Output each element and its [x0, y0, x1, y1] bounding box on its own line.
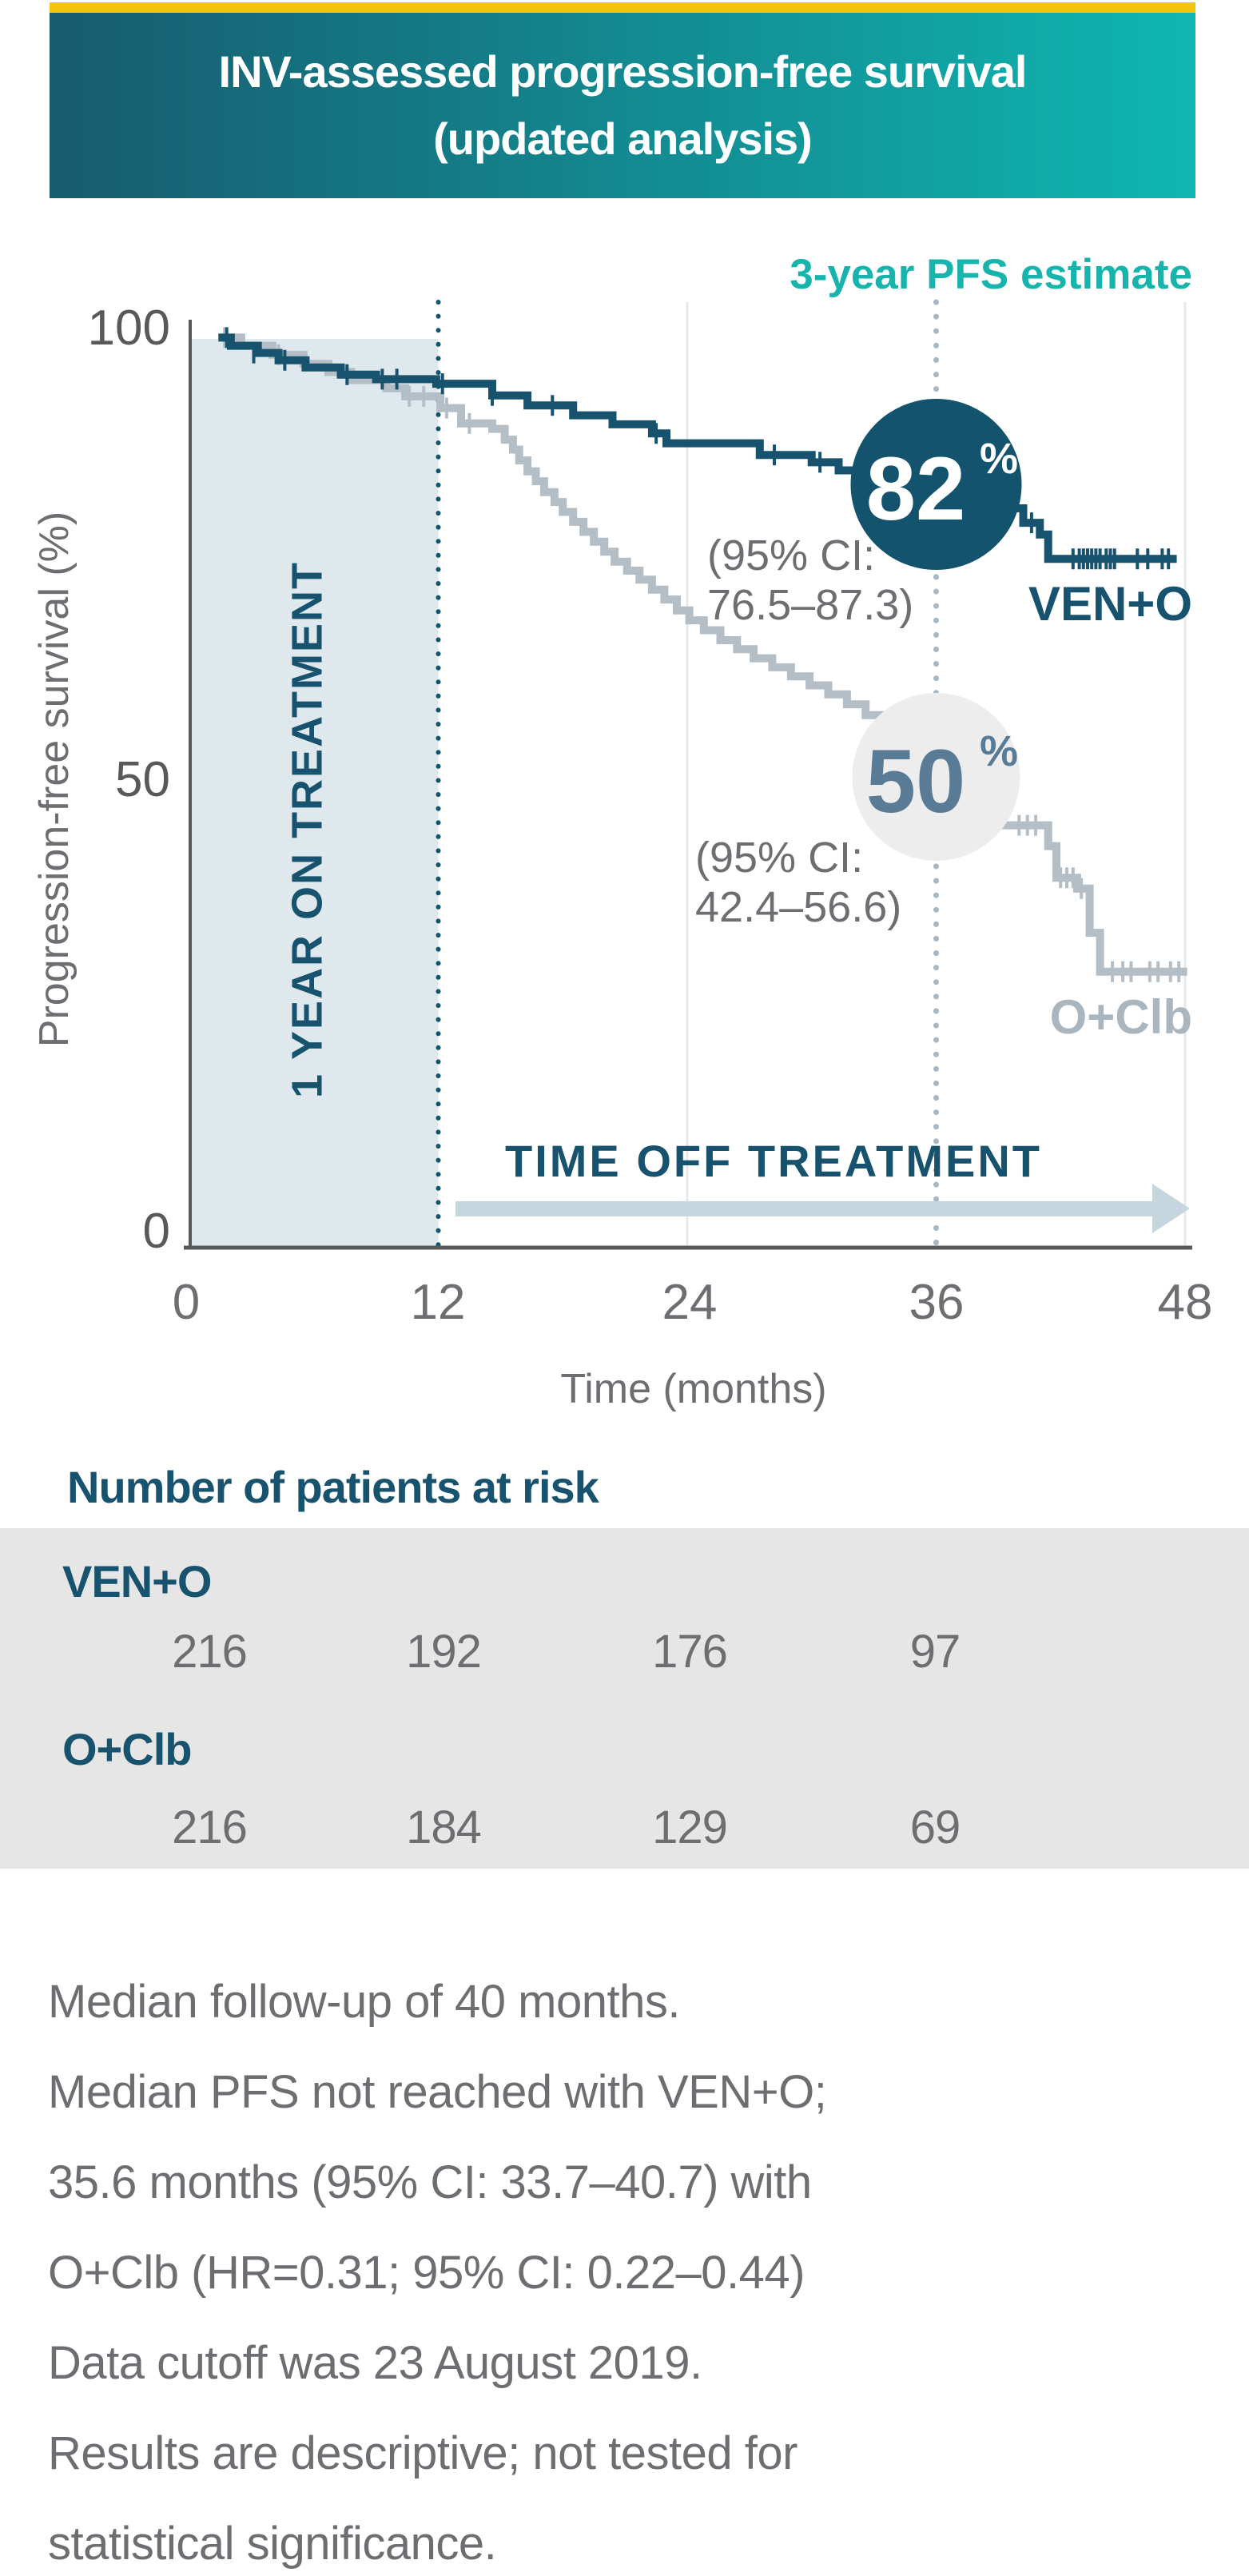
- y-tick-50: 50: [115, 752, 170, 807]
- o-clb-estimate-value: 50: [866, 731, 966, 831]
- footnote-line: Data cutoff was 23 August 2019.: [48, 2337, 702, 2389]
- risk-value-o-clb-12: 184: [406, 1802, 482, 1853]
- time-off-arrow-head: [1152, 1184, 1190, 1233]
- pfs-estimate-heading: 3-year PFS estimate: [790, 251, 1192, 298]
- footnote-line: Median PFS not reached with VEN+O;: [48, 2066, 827, 2118]
- footnote-line: Median follow-up of 40 months.: [48, 1976, 681, 2028]
- x-axis-label: Time (months): [560, 1366, 826, 1412]
- ven-o-estimate-circle: [850, 399, 1022, 570]
- o-clb-series-label: O+Clb: [1050, 990, 1192, 1044]
- y-axis-label: Progression-free survival (%): [31, 512, 78, 1047]
- footnote-line: O+Clb (HR=0.31; 95% CI: 0.22–0.44): [48, 2247, 805, 2299]
- banner-title-line1: INV-assessed progression-free survival: [218, 46, 1028, 97]
- title-banner: INV-assessed progression-free survival (…: [50, 13, 1195, 198]
- x-tick-12: 12: [411, 1275, 466, 1330]
- risk-value-ven-o-24: 176: [652, 1626, 728, 1678]
- ven-o-estimate-percent-sign: %: [980, 435, 1018, 483]
- km-chart: 1 YEAR ON TREATMENT TIME OFF TREATMENT 8…: [31, 251, 1213, 1412]
- risk-table-band: [0, 1528, 1249, 1869]
- risk-row-label-ven-o: VEN+O: [62, 1556, 212, 1607]
- footnotes-block: Median follow-up of 40 months. Median PF…: [48, 1957, 1215, 2576]
- y-tick-100: 100: [88, 301, 170, 356]
- risk-value-o-clb-24: 129: [652, 1802, 728, 1853]
- x-tick-24: 24: [662, 1275, 718, 1330]
- risk-table-title: Number of patients at risk: [67, 1462, 599, 1512]
- ven-o-ci-line2: 76.5–87.3): [707, 581, 913, 629]
- ven-o-ci-line1: (95% CI:: [707, 532, 875, 579]
- footnote-line: Results are descriptive; not tested for: [48, 2427, 798, 2479]
- banner-title-line2: (updated analysis): [433, 113, 813, 164]
- x-tick-0: 0: [173, 1275, 200, 1330]
- footnote-line: 35.6 months (95% CI: 33.7–40.7) with: [48, 2156, 812, 2208]
- risk-value-ven-o-0: 216: [172, 1626, 248, 1678]
- o-clb-estimate-circle: [852, 693, 1020, 861]
- risk-value-ven-o-36: 97: [909, 1626, 961, 1678]
- off-treatment-label: TIME OFF TREATMENT: [505, 1136, 1042, 1186]
- o-clb-ci-line1: (95% CI:: [695, 834, 863, 882]
- footnote-line: statistical significance.: [48, 2518, 497, 2570]
- risk-value-ven-o-12: 192: [406, 1626, 482, 1678]
- x-tick-48: 48: [1158, 1275, 1213, 1330]
- on-treatment-label: 1 YEAR ON TREATMENT: [283, 561, 331, 1098]
- risk-row-label-o-clb: O+Clb: [62, 1724, 192, 1774]
- risk-value-o-clb-36: 69: [909, 1802, 961, 1853]
- o-clb-estimate-percent-sign: %: [980, 727, 1018, 775]
- on-treatment-region: [192, 339, 439, 1247]
- ven-o-estimate-value: 82: [866, 439, 966, 539]
- x-tick-36: 36: [909, 1275, 965, 1330]
- y-tick-0: 0: [143, 1204, 170, 1259]
- ven-o-series-label: VEN+O: [1028, 577, 1192, 631]
- yellow-accent-bar: [50, 2, 1195, 13]
- o-clb-ci-line2: 42.4–56.6): [695, 883, 901, 931]
- time-off-arrow-body: [455, 1201, 1152, 1216]
- risk-value-o-clb-0: 216: [172, 1802, 248, 1853]
